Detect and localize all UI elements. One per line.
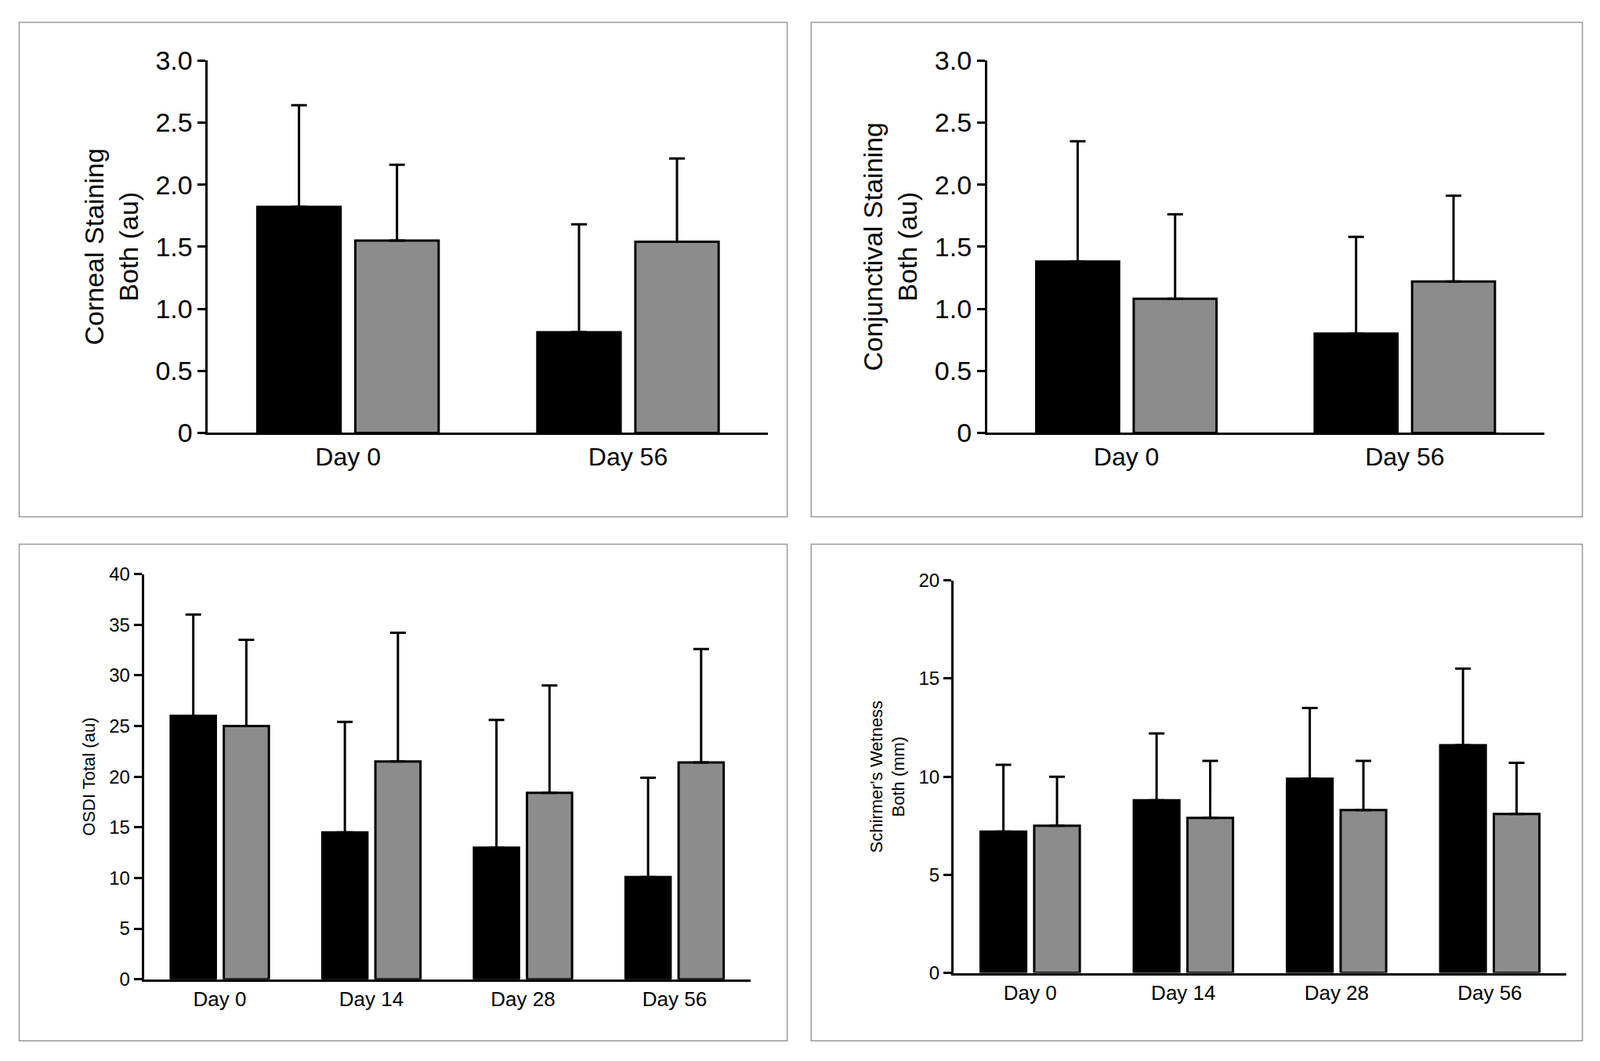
svg-text:2.0: 2.0 <box>934 169 972 200</box>
svg-text:Day 14: Day 14 <box>1151 980 1216 1005</box>
svg-text:2.5: 2.5 <box>934 107 972 138</box>
svg-text:Day 28: Day 28 <box>1304 980 1369 1005</box>
svg-text:40: 40 <box>108 563 131 585</box>
svg-text:2.5: 2.5 <box>155 107 192 138</box>
svg-text:Schirmer's WetnessBoth (mm): Schirmer's WetnessBoth (mm) <box>866 700 909 854</box>
svg-text:Day 56: Day 56 <box>1364 442 1445 471</box>
svg-text:Day 0: Day 0 <box>314 442 381 471</box>
svg-text:15: 15 <box>108 816 131 838</box>
svg-text:3.0: 3.0 <box>934 45 972 76</box>
svg-text:1.0: 1.0 <box>155 293 192 324</box>
svg-text:0: 0 <box>929 962 940 984</box>
svg-text:5: 5 <box>119 917 131 939</box>
svg-text:0: 0 <box>177 417 193 448</box>
svg-text:1.0: 1.0 <box>934 293 972 324</box>
svg-text:3.0: 3.0 <box>155 45 192 76</box>
svg-text:0.5: 0.5 <box>155 355 192 386</box>
svg-text:30: 30 <box>108 664 131 686</box>
svg-text:0.5: 0.5 <box>934 355 972 386</box>
svg-text:Day 28: Day 28 <box>490 987 555 1011</box>
svg-text:20: 20 <box>919 569 941 591</box>
svg-text:Day 0: Day 0 <box>1003 980 1058 1005</box>
svg-text:2.0: 2.0 <box>155 169 192 200</box>
svg-text:Conjunctival StainingBoth (au): Conjunctival StainingBoth (au) <box>857 122 923 372</box>
svg-text:1.5: 1.5 <box>155 231 192 262</box>
svg-text:Corneal StainingBoth (au): Corneal StainingBoth (au) <box>79 148 144 345</box>
svg-text:1.5: 1.5 <box>934 231 972 262</box>
svg-text:25: 25 <box>108 715 131 737</box>
svg-text:Day 0: Day 0 <box>1093 442 1160 471</box>
svg-text:10: 10 <box>919 766 941 788</box>
svg-text:Day 56: Day 56 <box>1457 980 1522 1005</box>
svg-text:5: 5 <box>929 864 940 886</box>
svg-text:Day 56: Day 56 <box>588 442 668 471</box>
svg-text:20: 20 <box>108 766 131 788</box>
svg-text:15: 15 <box>919 667 941 689</box>
svg-text:Day 0: Day 0 <box>193 987 247 1011</box>
svg-text:10: 10 <box>108 867 131 889</box>
svg-text:Day 56: Day 56 <box>642 987 707 1011</box>
svg-text:Day 14: Day 14 <box>339 987 404 1011</box>
svg-text:OSDI Total (au): OSDI Total (au) <box>79 717 99 837</box>
svg-text:35: 35 <box>108 614 131 636</box>
svg-text:0: 0 <box>956 417 972 448</box>
svg-text:0: 0 <box>119 968 131 990</box>
